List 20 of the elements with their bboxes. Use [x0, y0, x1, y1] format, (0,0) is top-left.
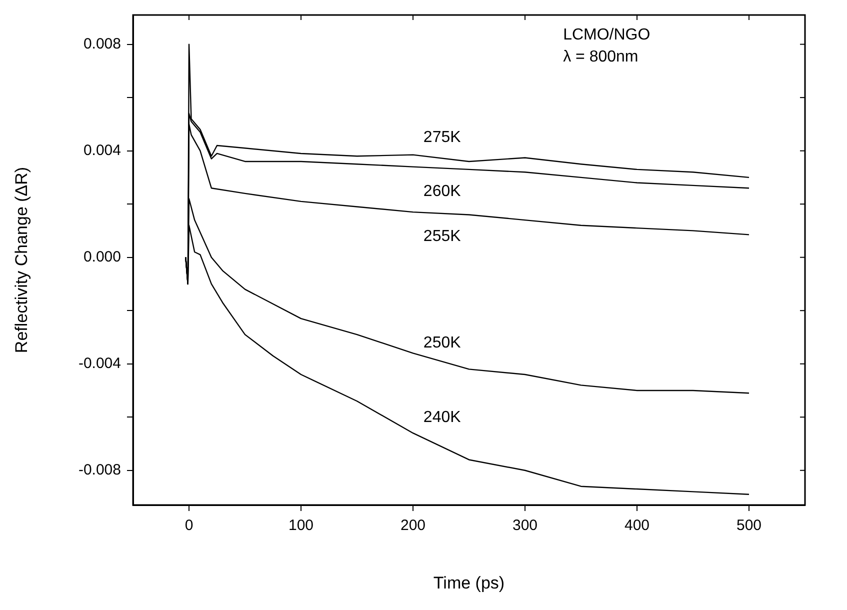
y-tick-label: -0.004 [78, 355, 121, 372]
y-tick-label: -0.008 [78, 462, 121, 479]
x-tick-label: 100 [288, 517, 314, 534]
y-tick-label: 0.004 [83, 142, 121, 159]
x-tick-label: 500 [736, 517, 762, 534]
series-label: 240K [423, 409, 462, 426]
series-label: 260K [423, 182, 462, 200]
annotation: LCMO/NGO [563, 26, 650, 44]
annotation: λ = 800nm [563, 48, 638, 66]
x-tick-label: 300 [512, 517, 538, 534]
y-tick-label: 0.000 [83, 248, 121, 266]
series-label: 255K [423, 228, 462, 246]
y-tick-label: 0.008 [83, 35, 121, 52]
x-tick-label: 400 [624, 517, 650, 534]
x-axis-title: Time (ps) [433, 573, 505, 592]
y-axis-title: Reflectivity Change (ΔR) [12, 166, 31, 354]
series-label: 275K [423, 128, 462, 146]
x-tick-label: 200 [400, 517, 426, 534]
x-tick-label: 0 [184, 517, 194, 534]
series-label: 250K [423, 334, 462, 352]
